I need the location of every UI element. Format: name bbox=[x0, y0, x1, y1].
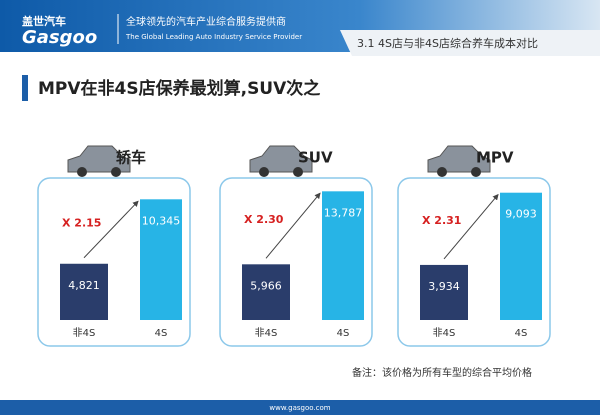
headline-bar bbox=[22, 75, 28, 101]
annotation: X 2.15 bbox=[62, 217, 101, 230]
growth-arrow bbox=[265, 192, 321, 259]
chart-title: MPV bbox=[476, 149, 514, 167]
footer: www.gasgoo.com bbox=[269, 404, 330, 412]
panel bbox=[397, 177, 551, 347]
x-tick-label: 非4S bbox=[433, 327, 456, 339]
brand-cn: 盖世汽车 bbox=[22, 14, 66, 28]
section-tab bbox=[340, 30, 600, 56]
bar bbox=[60, 263, 108, 320]
bar bbox=[322, 191, 364, 320]
x-tick-label: 非4S bbox=[73, 327, 96, 339]
chart-title: SUV bbox=[298, 149, 333, 167]
bar bbox=[242, 264, 290, 320]
value-label: 13,787 bbox=[324, 206, 363, 219]
value-label: 4,821 bbox=[68, 279, 100, 292]
panel bbox=[219, 177, 373, 347]
x-tick-label: 4S bbox=[155, 328, 168, 339]
growth-arrow bbox=[83, 200, 139, 259]
chart-title: 轿车 bbox=[116, 149, 146, 167]
car-icon bbox=[427, 145, 491, 173]
car-wheel bbox=[259, 167, 269, 177]
footer-band bbox=[0, 400, 600, 415]
car-wheel bbox=[437, 167, 447, 177]
brand-en: Gasgoo bbox=[22, 27, 97, 48]
car-icon bbox=[249, 145, 313, 173]
headline: MPV在非4S店保养最划算,SUV次之 bbox=[38, 78, 320, 99]
section-title: 3.1 4S店与非4S店综合养车成本对比 bbox=[357, 36, 538, 50]
x-tick-label: 4S bbox=[337, 328, 350, 339]
growth-arrow bbox=[443, 193, 499, 260]
car-wheel bbox=[77, 167, 87, 177]
bar bbox=[500, 192, 542, 320]
bar bbox=[140, 199, 182, 320]
value-label: 5,966 bbox=[250, 279, 282, 292]
car-wheel bbox=[293, 167, 303, 177]
car-wheel bbox=[111, 167, 121, 177]
value-label: 10,345 bbox=[142, 214, 181, 227]
value-label: 3,934 bbox=[428, 280, 460, 293]
bar bbox=[420, 264, 468, 320]
car-wheel bbox=[471, 167, 481, 177]
annotation: X 2.30 bbox=[244, 213, 284, 226]
note: 备注：该价格为所有车型的综合平均价格 bbox=[352, 366, 532, 379]
annotation: X 2.31 bbox=[422, 214, 461, 227]
panel bbox=[37, 177, 191, 347]
car-icon bbox=[67, 145, 131, 173]
slogan-en: The Global Leading Auto Industry Service… bbox=[125, 33, 302, 41]
slogan-cn: 全球领先的汽车产业综合服务提供商 bbox=[126, 15, 286, 28]
x-tick-label: 4S bbox=[515, 328, 528, 339]
x-tick-label: 非4S bbox=[255, 327, 278, 339]
value-label: 9,093 bbox=[505, 208, 537, 221]
